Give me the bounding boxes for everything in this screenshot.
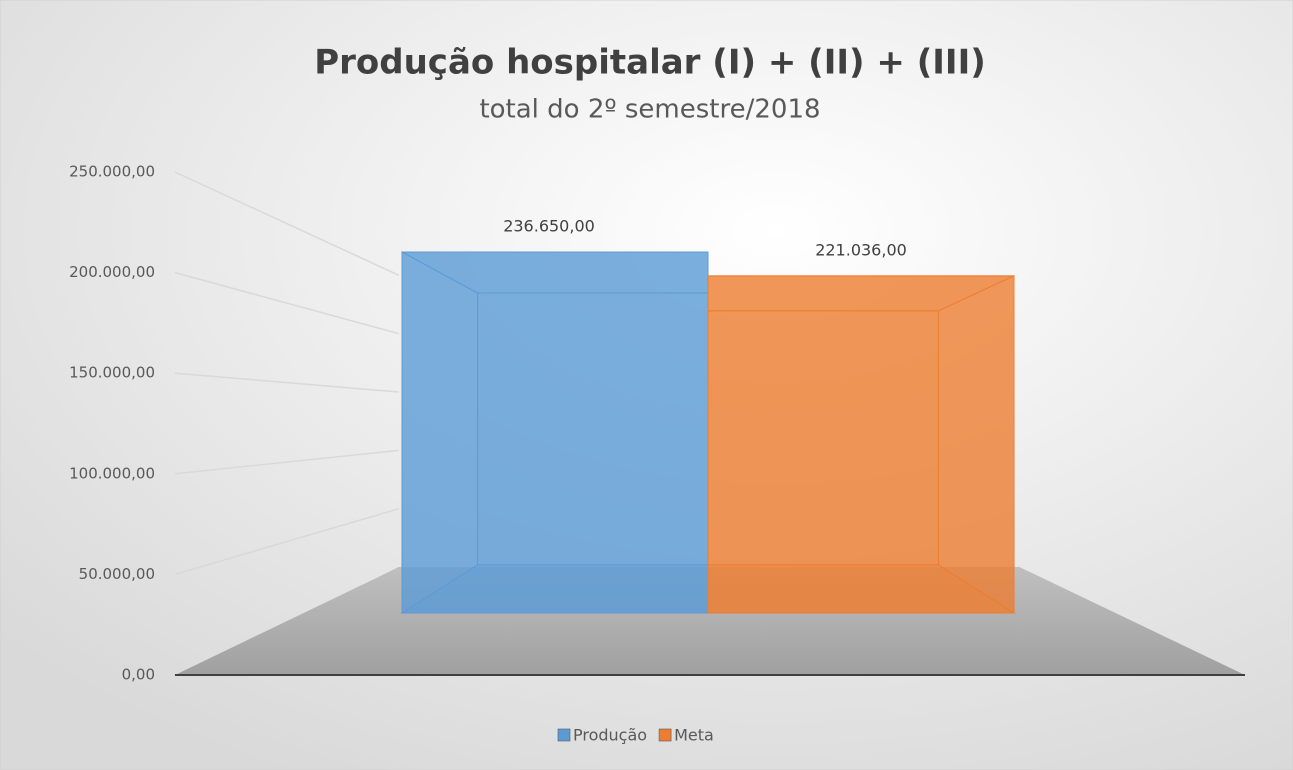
- grid-line: [174, 271, 400, 335]
- grid-line: [174, 507, 400, 576]
- data-label: 236.650,00: [503, 217, 595, 236]
- y-tick-label: 150.000,00: [69, 364, 155, 382]
- bar: [400, 251, 709, 614]
- legend-label: Meta: [674, 726, 714, 745]
- y-tick-label: 250.000,00: [69, 163, 155, 181]
- y-tick-label: 50.000,00: [79, 565, 155, 583]
- legend-swatch: [557, 728, 571, 742]
- grid-line: [174, 449, 399, 475]
- legend-label: Produção: [573, 726, 647, 745]
- grid-line: [174, 372, 399, 393]
- legend-swatch: [658, 728, 672, 742]
- bar: [707, 275, 1016, 614]
- y-tick-label: 100.000,00: [69, 464, 155, 482]
- data-label: 221.036,00: [815, 240, 907, 259]
- grid-line: [174, 171, 400, 277]
- bar-front: [707, 275, 1015, 614]
- y-tick-label: 0,00: [122, 666, 155, 684]
- y-tick-label: 200.000,00: [69, 263, 155, 281]
- bar-front: [401, 251, 709, 614]
- chart-title: Produção hospitalar (I) + (II) + (III): [314, 43, 986, 83]
- chart-subtitle: total do 2º semestre/2018: [479, 95, 820, 125]
